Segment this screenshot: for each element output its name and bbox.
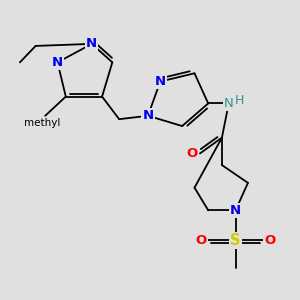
Text: O: O [196, 234, 207, 247]
Text: N: N [155, 75, 166, 88]
Text: H: H [235, 94, 244, 106]
Text: N: N [86, 38, 98, 50]
Text: O: O [186, 147, 197, 160]
Text: N: N [230, 204, 241, 217]
Text: methyl: methyl [24, 118, 60, 128]
Text: N: N [224, 97, 234, 110]
Text: N: N [52, 56, 63, 69]
Text: O: O [264, 234, 275, 247]
Text: N: N [142, 109, 154, 122]
Text: S: S [230, 233, 241, 248]
